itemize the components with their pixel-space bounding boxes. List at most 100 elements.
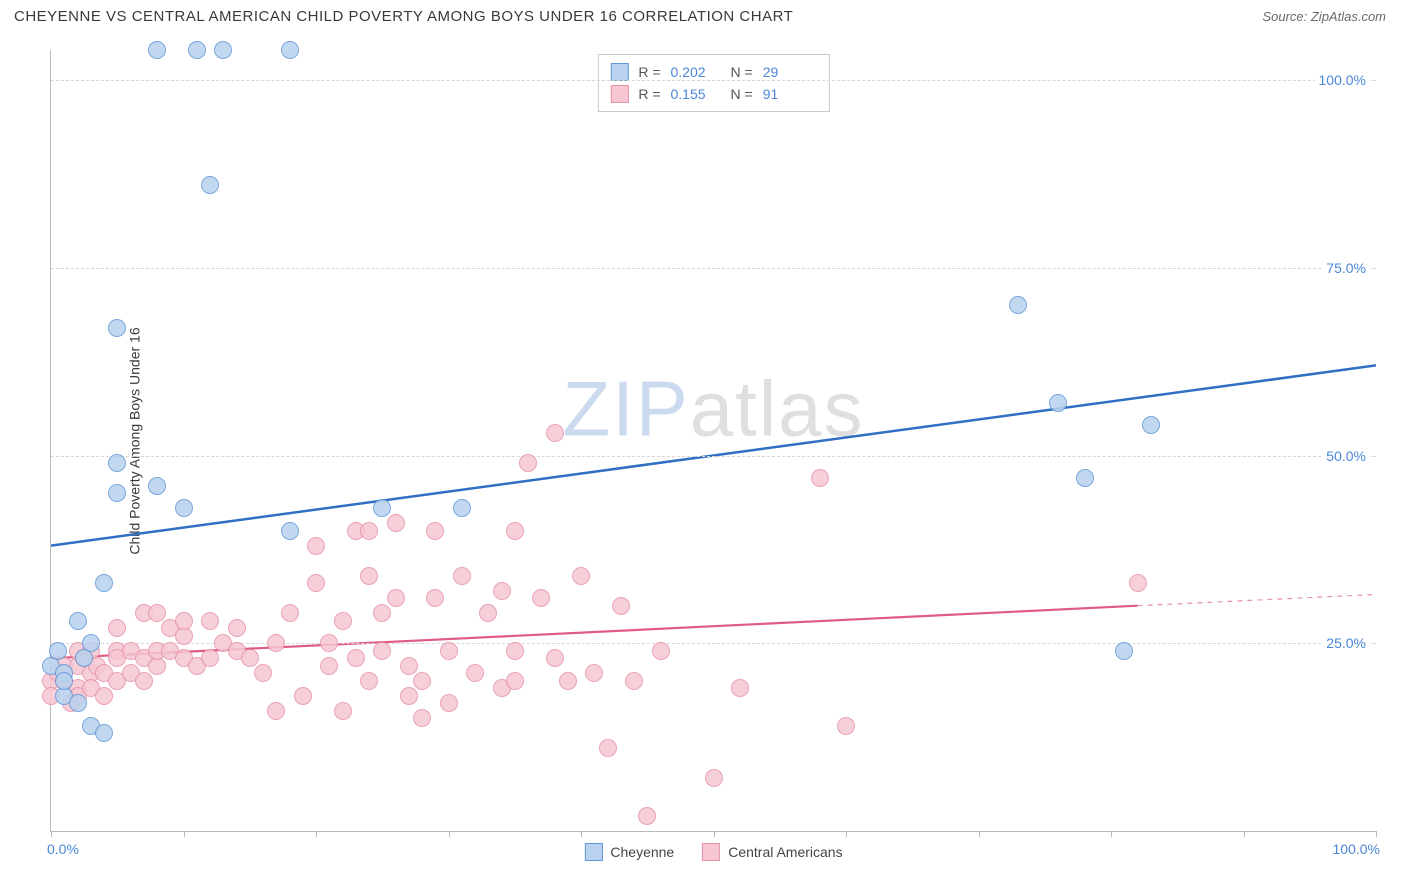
data-point [214, 41, 232, 59]
n-value: 91 [763, 83, 813, 105]
data-point [175, 612, 193, 630]
data-point [731, 679, 749, 697]
x-tick [846, 831, 847, 837]
data-point [267, 702, 285, 720]
data-point [373, 499, 391, 517]
x-axis-min-label: 0.0% [47, 841, 79, 857]
data-point [506, 672, 524, 690]
data-point [546, 649, 564, 667]
data-point [334, 702, 352, 720]
series-legend: Cheyenne Central Americans [584, 843, 842, 861]
data-point [506, 642, 524, 660]
data-point [559, 672, 577, 690]
data-point [82, 634, 100, 652]
data-point [201, 649, 219, 667]
data-point [705, 769, 723, 787]
correlation-legend-row: R = 0.155 N = 91 [610, 83, 812, 105]
data-point [175, 499, 193, 517]
data-point [519, 454, 537, 472]
r-label: R = [638, 83, 660, 105]
x-tick [449, 831, 450, 837]
x-tick [316, 831, 317, 837]
data-point [201, 612, 219, 630]
x-tick [979, 831, 980, 837]
data-point [466, 664, 484, 682]
data-point [426, 589, 444, 607]
data-point [95, 724, 113, 742]
chart-header: CHEYENNE VS CENTRAL AMERICAN CHILD POVER… [0, 0, 1406, 31]
legend-item-cheyenne: Cheyenne [584, 843, 674, 861]
x-tick [184, 831, 185, 837]
watermark-atlas: atlas [690, 365, 865, 453]
data-point [108, 319, 126, 337]
data-point [228, 619, 246, 637]
y-tick-label: 100.0% [1315, 72, 1370, 88]
x-tick [1111, 831, 1112, 837]
data-point [1009, 296, 1027, 314]
data-point [426, 522, 444, 540]
data-point [506, 522, 524, 540]
x-tick [714, 831, 715, 837]
correlation-legend: R = 0.202 N = 29 R = 0.155 N = 91 [597, 54, 829, 112]
data-point [281, 522, 299, 540]
swatch-central-icon [702, 843, 720, 861]
chart-title: CHEYENNE VS CENTRAL AMERICAN CHILD POVER… [14, 8, 793, 25]
x-axis-max-label: 100.0% [1333, 841, 1380, 857]
data-point [546, 424, 564, 442]
data-point [1142, 416, 1160, 434]
data-point [387, 514, 405, 532]
data-point [811, 469, 829, 487]
data-point [572, 567, 590, 585]
data-point [281, 604, 299, 622]
gridline [51, 80, 1376, 81]
data-point [294, 687, 312, 705]
data-point [837, 717, 855, 735]
data-point [599, 739, 617, 757]
data-point [387, 589, 405, 607]
swatch-central-icon [610, 85, 628, 103]
x-tick [51, 831, 52, 837]
data-point [108, 619, 126, 637]
data-point [95, 687, 113, 705]
data-point [201, 176, 219, 194]
data-point [108, 454, 126, 472]
plot-area: Child Poverty Among Boys Under 16 ZIPatl… [50, 50, 1376, 832]
data-point [334, 612, 352, 630]
data-point [453, 567, 471, 585]
data-point [400, 687, 418, 705]
data-point [69, 612, 87, 630]
data-point [373, 604, 391, 622]
gridline [51, 643, 1376, 644]
data-point [49, 642, 67, 660]
data-point [347, 649, 365, 667]
data-point [532, 589, 550, 607]
data-point [69, 694, 87, 712]
legend-label: Cheyenne [610, 844, 674, 860]
data-point [612, 597, 630, 615]
data-point [95, 574, 113, 592]
data-point [55, 672, 73, 690]
swatch-cheyenne-icon [610, 63, 628, 81]
legend-item-central: Central Americans [702, 843, 842, 861]
source-label: Source: ZipAtlas.com [1262, 9, 1386, 24]
data-point [307, 537, 325, 555]
watermark: ZIPatlas [562, 364, 864, 455]
data-point [267, 634, 285, 652]
data-point [413, 672, 431, 690]
y-axis-title: Child Poverty Among Boys Under 16 [127, 327, 143, 554]
n-label: N = [731, 83, 753, 105]
data-point [625, 672, 643, 690]
legend-label: Central Americans [728, 844, 842, 860]
data-point [148, 477, 166, 495]
data-point [493, 582, 511, 600]
watermark-zip: ZIP [562, 365, 689, 453]
y-tick-label: 75.0% [1322, 260, 1370, 276]
data-point [148, 604, 166, 622]
data-point [1049, 394, 1067, 412]
data-point [307, 574, 325, 592]
gridline [51, 268, 1376, 269]
trend-lines-svg [51, 50, 1376, 831]
gridline [51, 456, 1376, 457]
trend-line-extension [1138, 594, 1377, 605]
y-tick-label: 50.0% [1322, 448, 1370, 464]
